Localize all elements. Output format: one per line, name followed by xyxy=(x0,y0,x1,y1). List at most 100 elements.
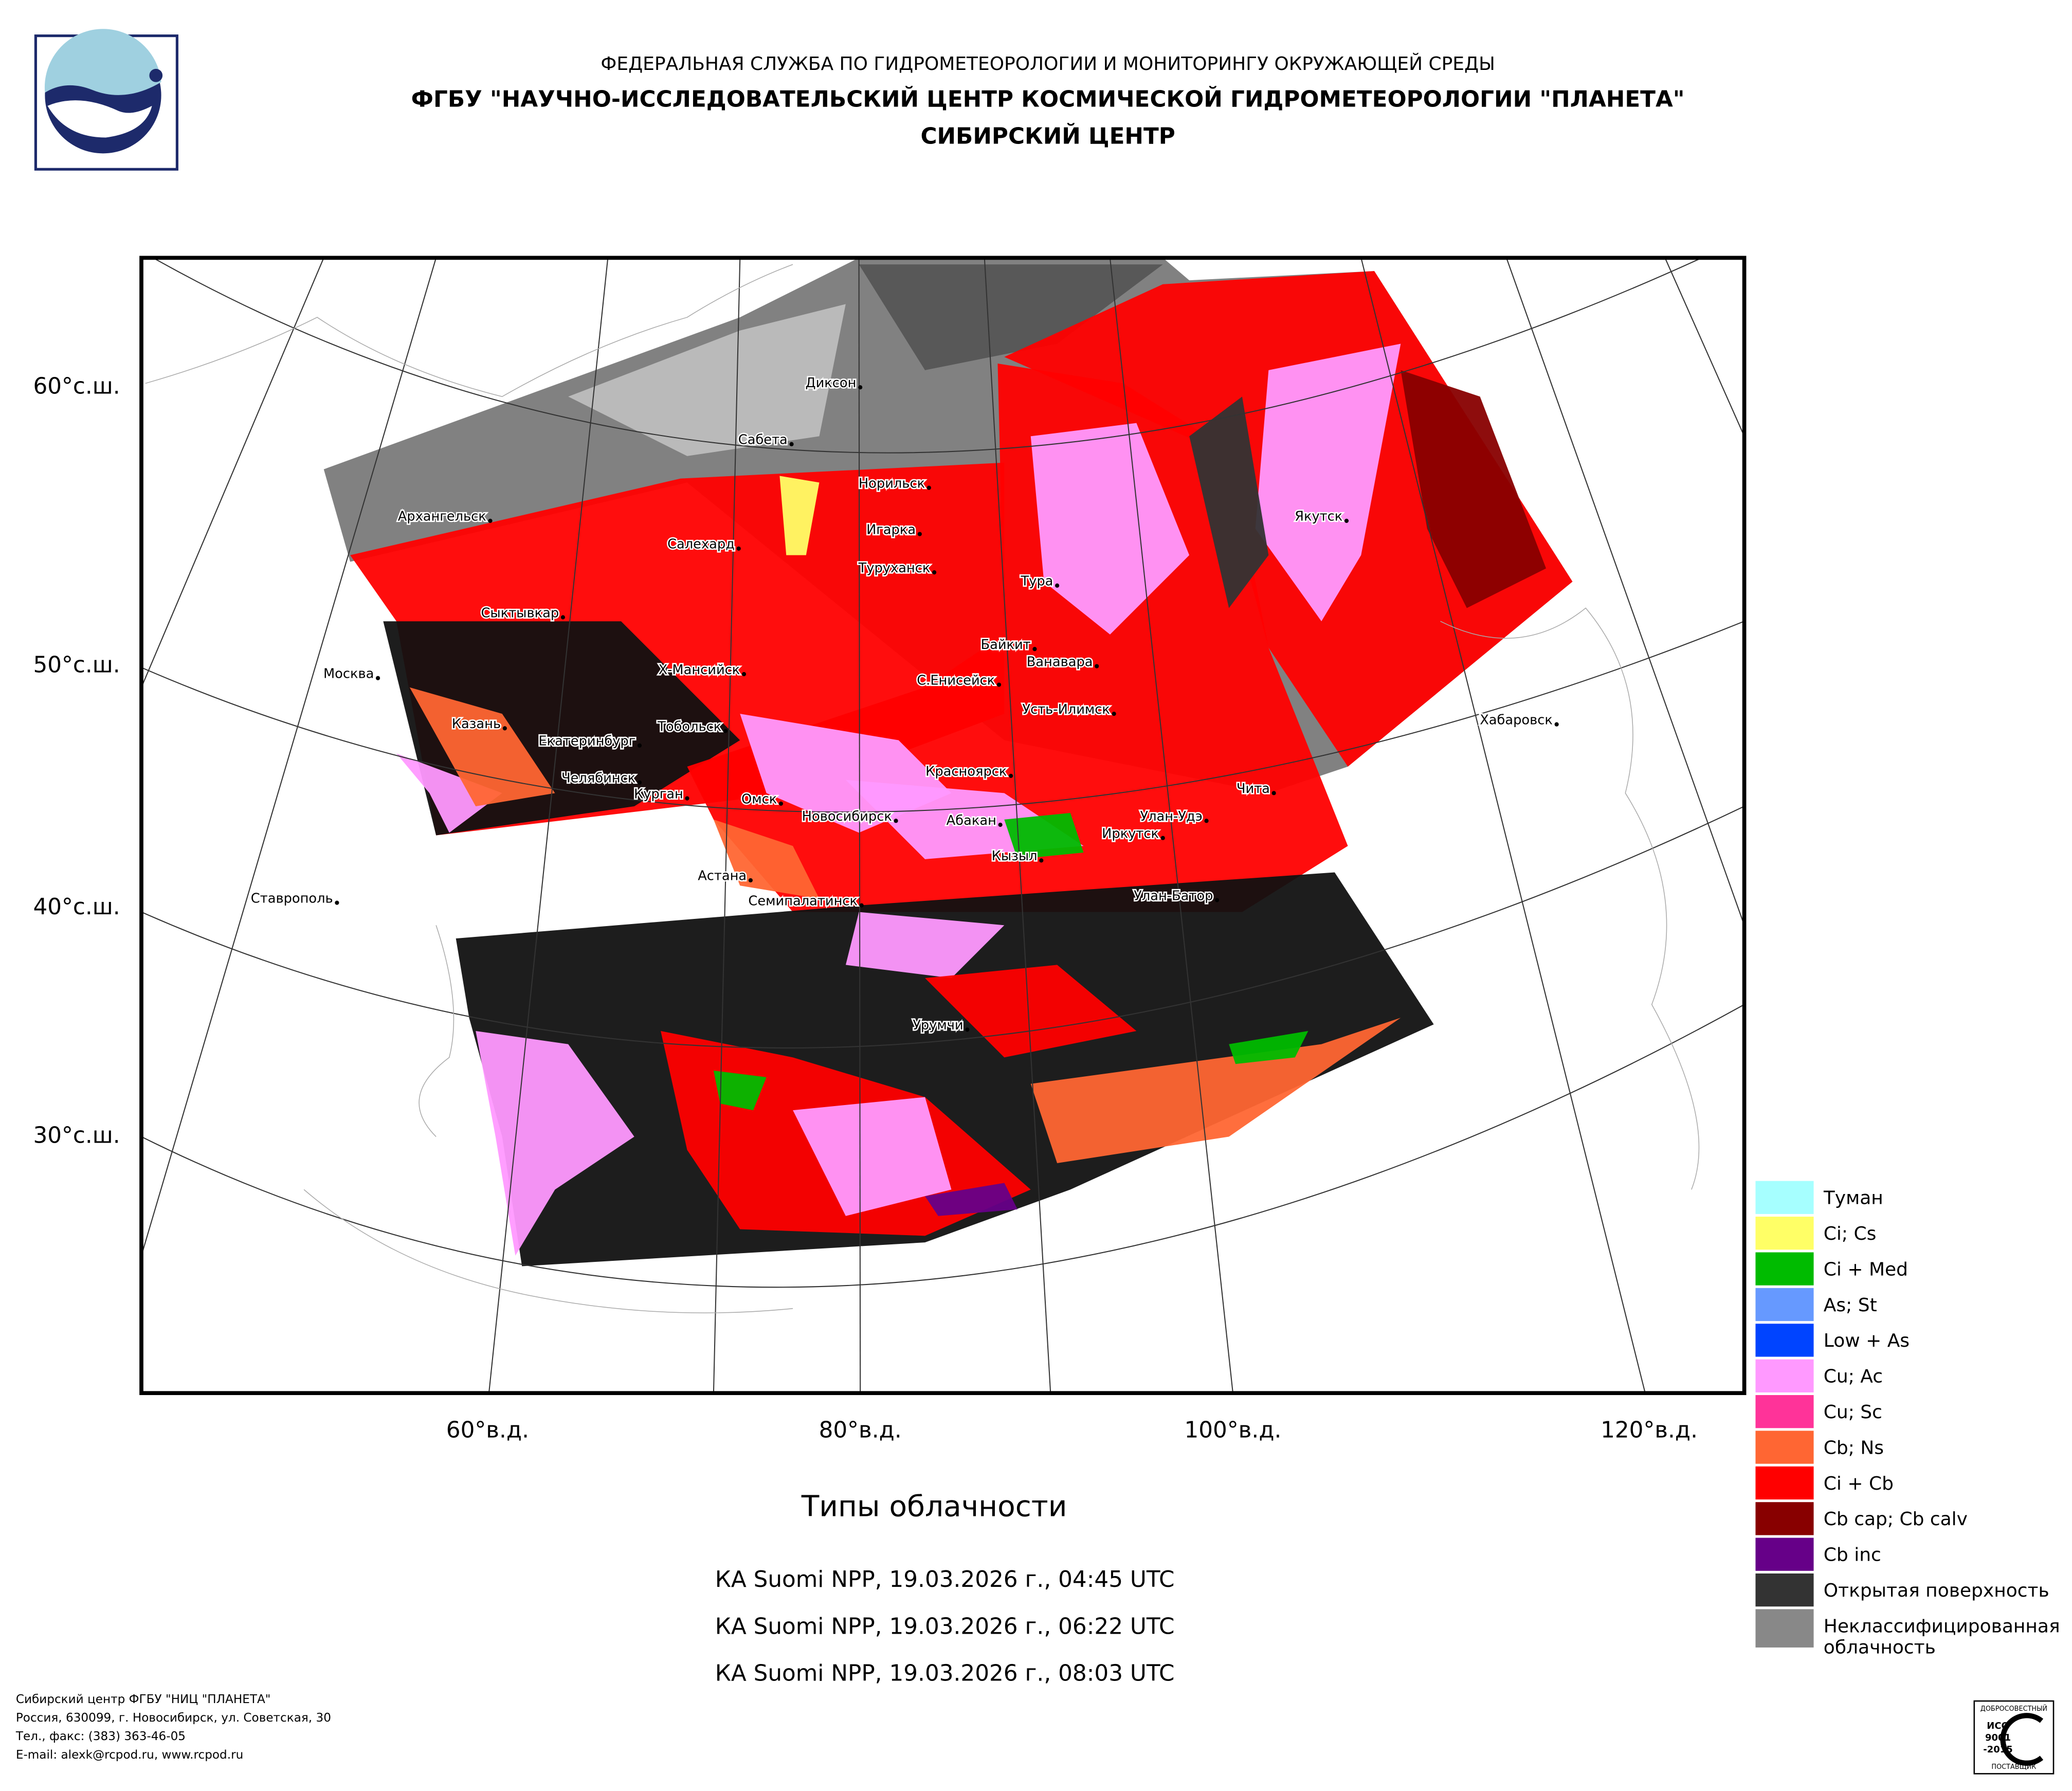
city-label: Екатеринбург xyxy=(538,734,635,749)
legend: Туман Ci; Cs Ci + Med As; St Low + As Cu; Ac C… xyxy=(1754,1180,2060,1659)
city-label: Семипалатинск xyxy=(748,894,858,909)
legend-label-box: Cu; Sc xyxy=(1824,1402,1882,1423)
cloud-region xyxy=(476,1030,634,1256)
meridian xyxy=(1664,258,1744,437)
coastline xyxy=(419,925,455,1137)
city-label: Сабета xyxy=(738,432,788,448)
legend-label: Неклассифицированная облачность xyxy=(1823,1616,2060,1659)
coastlines xyxy=(145,264,1700,1313)
city-label: Кызыл xyxy=(992,848,1038,864)
city-label: Х-Мансийск xyxy=(659,662,740,678)
legend-label-box: Low + As xyxy=(1823,1331,1910,1352)
city-marker xyxy=(1160,836,1165,840)
legend-label-box: Cb; Ns xyxy=(1824,1438,1884,1459)
cloud-region xyxy=(1004,812,1084,859)
city-label: Урумчи xyxy=(913,1018,963,1033)
city-marker xyxy=(1554,722,1559,727)
iso-standard: ИСО xyxy=(1987,1721,2009,1731)
city-marker xyxy=(789,442,794,446)
city-label: Челябинск xyxy=(561,771,635,786)
legend-label: Открытая поверхность xyxy=(1823,1581,2049,1602)
header-institute: ФГБУ "НАУЧНО-ИССЛЕДОВАТЕЛЬСКИЙ ЦЕНТР КОС… xyxy=(411,85,1685,113)
city-marker xyxy=(488,518,493,523)
legend-label-box: Ci + Cb xyxy=(1823,1473,1894,1495)
logo-sky xyxy=(44,29,161,95)
city-label: Курган xyxy=(634,786,683,802)
city-marker xyxy=(926,485,931,490)
legend-label-box: Cu; Ac xyxy=(1823,1366,1883,1388)
legend-swatch xyxy=(1754,1536,1815,1572)
city-label: Сыктывкар xyxy=(481,605,559,621)
legend-swatch xyxy=(1754,1572,1815,1608)
city-label: Абакан xyxy=(947,813,996,828)
legend-label: Cu; Ac xyxy=(1823,1366,1883,1388)
iso-arc xyxy=(2000,1713,2044,1766)
city-label: Байкит xyxy=(980,637,1030,653)
legend-swatch xyxy=(1754,1180,1815,1216)
city-marker xyxy=(965,1027,970,1032)
city-marker xyxy=(998,822,1003,827)
cloud-region xyxy=(779,476,820,555)
iso-top: ДОБРОСОВЕСТНЫЙ xyxy=(1980,1705,2047,1713)
footer-line: Тел., факс: (383) 363-46-05 xyxy=(15,1730,186,1743)
coastline xyxy=(1440,607,1700,1190)
logo-wave xyxy=(47,100,152,138)
satellite-imagery xyxy=(323,258,1573,1267)
city-label: Тобольск xyxy=(657,719,721,734)
axis-labels: 60°с.ш. 50°с.ш. 40°с.ш. 30°с.ш. 60°в.д. 80°в.… xyxy=(33,373,1698,1443)
longitude-label: 100°в.д. xyxy=(1184,1417,1281,1443)
latitude-label: 60°с.ш. xyxy=(33,373,120,399)
city-label: Норильск xyxy=(859,476,925,491)
city-marker xyxy=(1095,664,1099,668)
legend-label: Ci + Cb xyxy=(1823,1473,1894,1495)
longitude-label: 60°в.д. xyxy=(446,1417,529,1443)
city-label: Хабаровск xyxy=(1480,712,1553,728)
parallel xyxy=(152,258,1703,454)
meridian xyxy=(858,258,861,1394)
satellite-pass: КА Suomi NPP, 19.03.2026 г., 06:22 UTC xyxy=(715,1613,1175,1639)
legend-label-box: Cb cap; Cb calv xyxy=(1824,1509,1968,1530)
cities: Диксон Сабета Норильск Архангельск Игарка Сал… xyxy=(249,374,1559,1035)
logo-satellite xyxy=(149,68,163,82)
city-marker xyxy=(932,570,937,575)
cloud-region xyxy=(793,1097,952,1216)
legend-label: Low + As xyxy=(1823,1331,1910,1352)
city-marker xyxy=(1009,773,1013,779)
meridian xyxy=(1109,258,1233,1394)
city-label: Омск xyxy=(741,792,777,807)
meridian xyxy=(984,258,1051,1394)
latitude-label: 30°с.ш. xyxy=(33,1123,120,1149)
parallel xyxy=(141,621,1744,813)
parallel xyxy=(141,806,1744,1049)
cloud-region xyxy=(568,304,846,456)
cloud-region xyxy=(1229,1030,1308,1064)
longitude-label: 120°в.д. xyxy=(1601,1417,1698,1443)
legend-swatch xyxy=(1754,1500,1815,1537)
legend-swatch xyxy=(1754,1358,1815,1394)
legend-swatch xyxy=(1754,1394,1815,1430)
city-marker xyxy=(502,726,507,731)
cloud-region xyxy=(1255,343,1401,622)
city-marker xyxy=(741,672,747,677)
city-label: Астана xyxy=(698,869,747,884)
city-marker xyxy=(723,729,728,733)
footer-line: E-mail: alexk@rcpod.ru, www.rcpod.ru xyxy=(16,1748,243,1762)
header-agency: ФЕДЕРАЛЬНАЯ СЛУЖБА ПО ГИДРОМЕТЕОРОЛОГИИ … xyxy=(601,53,1495,75)
city-label: Красноярск xyxy=(925,764,1007,780)
cloud-region xyxy=(1030,423,1190,635)
city-label: Архангельск xyxy=(398,509,486,524)
city-marker xyxy=(375,676,380,680)
city-marker xyxy=(1214,898,1220,902)
city-marker xyxy=(917,532,922,536)
cloud-region xyxy=(1189,396,1269,608)
cloud-region xyxy=(713,1071,767,1111)
city-marker xyxy=(1271,791,1276,795)
legend-label-box: Ci + Med xyxy=(1824,1260,1908,1281)
cloud-region xyxy=(1030,1018,1401,1163)
city-label: Якутск xyxy=(1295,509,1342,524)
iso-year: -2015 xyxy=(1983,1744,2013,1755)
city-label: Чита xyxy=(1237,781,1270,797)
legend-label: Туман xyxy=(1823,1188,1883,1209)
